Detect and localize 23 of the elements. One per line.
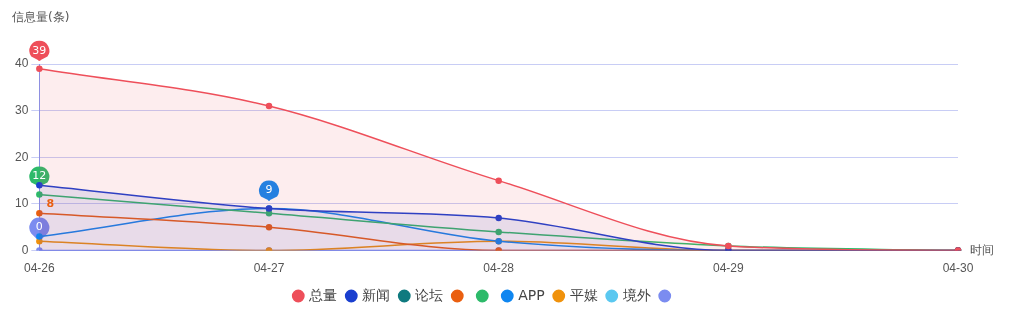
legend-label: 总量 — [308, 286, 338, 303]
y-tick-label: 10 — [14, 196, 29, 211]
y-tick-label: 30 — [14, 102, 29, 117]
x-tick-label: 04-26 — [24, 261, 56, 276]
x-tick-label: 04-29 — [712, 261, 744, 276]
y-tick-label: 20 — [14, 149, 29, 164]
data-label: 39 — [32, 43, 47, 57]
data-label: 8 — [46, 197, 55, 211]
y-tick-label: 0 — [21, 242, 29, 257]
legend-label: 论坛 — [415, 286, 444, 303]
x-tick-label: 04-30 — [942, 261, 974, 276]
data-label: 12 — [32, 169, 47, 183]
x-axis-title: 时间 — [970, 242, 994, 257]
x-tick-label: 04-27 — [253, 261, 285, 276]
y-tick-label: 40 — [14, 56, 29, 71]
data-label: 0 — [35, 220, 43, 234]
x-tick-label: 04-28 — [483, 261, 515, 276]
legend-label: 平媒 — [569, 286, 598, 303]
legend-label: APP — [518, 286, 545, 303]
legend-label: 新闻 — [362, 286, 391, 303]
data-label: 9 — [265, 183, 273, 197]
y-axis-title: 信息量(条) — [12, 10, 70, 25]
legend-label: 境外 — [621, 286, 651, 303]
